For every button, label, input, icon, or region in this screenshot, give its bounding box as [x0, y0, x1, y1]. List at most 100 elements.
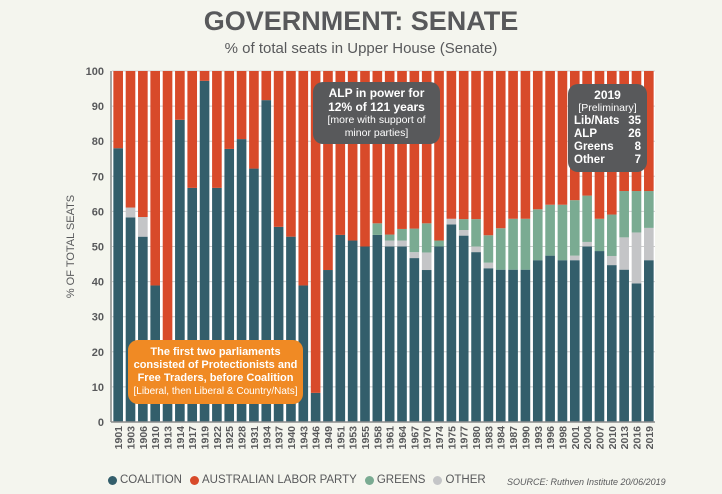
bar-segment-coalition: [298, 285, 309, 422]
x-tick-label: 2001: [570, 426, 582, 450]
bar-segment-coalition: [508, 269, 518, 422]
bar-segment-greens: [495, 228, 506, 270]
x-tick-label: 2007: [594, 426, 606, 450]
x-tick-label: 1975: [446, 426, 458, 450]
bar-segment-coalition: [644, 260, 654, 422]
results-row: Greens 8: [574, 141, 641, 154]
bar-segment-australian-labor-party: [483, 71, 494, 236]
bar-segment-other: [125, 207, 136, 218]
bar-segment-other: [471, 246, 481, 253]
x-tick-label: 1943: [298, 426, 310, 450]
first-parliaments-annotation: The first two parliaments consisted of P…: [128, 340, 303, 404]
x-tick-label: 1910: [150, 426, 162, 450]
bar-segment-other: [409, 252, 420, 259]
x-tick-label: 1937: [274, 426, 286, 450]
bar-segment-australian-labor-party: [434, 71, 444, 241]
bar-segment-greens: [508, 218, 518, 270]
bar-segment-australian-labor-party: [471, 71, 481, 220]
legend-swatch: [108, 475, 117, 485]
bar-segment-australian-labor-party: [199, 71, 210, 81]
bar-segment-other: [619, 237, 629, 270]
legend: COALITION AUSTRALIAN LABOR PARTY GREENS …: [108, 474, 486, 486]
bar-segment-coalition: [286, 236, 296, 422]
bar-segment-australian-labor-party: [261, 71, 272, 101]
legend-swatch: [189, 475, 199, 485]
bar-segment-greens: [582, 195, 592, 242]
bar-segment-greens: [372, 223, 383, 235]
annotation-line: The first two parliaments: [150, 346, 281, 358]
bar-segment-greens: [397, 228, 407, 241]
legend-item-other: OTHER: [433, 474, 486, 486]
bar-segment-coalition: [138, 236, 148, 422]
x-tick-label: 1961: [385, 426, 397, 450]
bar-segment-coalition: [409, 258, 420, 422]
bar-segment-coalition: [557, 260, 568, 422]
bar-segment-australian-labor-party: [236, 71, 247, 140]
bar-segment-greens: [409, 228, 420, 253]
y-axis-label: % OF TOTAL SEATS: [65, 195, 77, 298]
bar-segment-australian-labor-party: [508, 71, 518, 219]
bar-segment-coalition: [619, 269, 629, 422]
bar-segment-australian-labor-party: [298, 71, 309, 286]
annotation-line: Free Traders, before Coalition: [137, 372, 294, 384]
bar-segment-australian-labor-party: [212, 71, 222, 188]
annotation-line: [Liberal, then Liberal & Country/Nats]: [133, 386, 298, 397]
party-label: Lib/Nats: [574, 115, 620, 127]
y-tick-label: 70: [92, 171, 104, 183]
x-tick-label: 1980: [471, 426, 483, 450]
bar-segment-coalition: [273, 226, 284, 422]
x-tick-label: 2016: [631, 426, 643, 450]
x-tick-label: 1917: [187, 426, 199, 450]
bar-segment-greens: [483, 235, 494, 263]
y-tick-label: 40: [92, 277, 104, 289]
bar-segment-greens: [471, 219, 481, 247]
x-tick-label: 1953: [348, 426, 360, 450]
bar-segment-australian-labor-party: [310, 71, 321, 393]
party-label: ALP: [574, 128, 597, 140]
bar-segment-coalition: [113, 148, 123, 422]
bar-segment-australian-labor-party: [384, 71, 395, 235]
annotation-line: minor parties]: [344, 127, 409, 139]
y-tick-label: 20: [92, 347, 104, 359]
bar-segment-coalition: [347, 240, 358, 422]
bar-segment-coalition: [421, 270, 432, 422]
bar-segment-australian-labor-party: [495, 71, 506, 229]
bar-segment-other: [421, 252, 432, 271]
x-tick-label: 2010: [607, 426, 619, 450]
y-tick-label: 80: [92, 136, 104, 148]
seat-count: 8: [634, 141, 641, 153]
bar-segment-greens: [421, 223, 432, 253]
x-tick-label: 1901: [113, 426, 125, 450]
bar-segment-australian-labor-party: [520, 71, 531, 219]
bar-segment-coalition: [323, 270, 333, 422]
bar-segment-other: [569, 255, 580, 261]
x-tick-label: 1974: [434, 426, 446, 450]
source-note: SOURCE: Ruthven Institute 20/06/2019: [507, 477, 666, 487]
bar-segment-greens: [545, 204, 555, 256]
bar-segment-australian-labor-party: [113, 71, 123, 149]
alp-in-power-annotation: ALP in power for 12% of 121 years [more …: [313, 82, 440, 144]
annotation-line: 12% of 121 years: [328, 100, 425, 114]
annotation-line: ALP in power for: [328, 86, 425, 100]
bar-segment-coalition: [249, 168, 259, 422]
bar-segment-australian-labor-party: [446, 71, 457, 219]
bar-segment-other: [606, 255, 617, 266]
x-tick-label: 1919: [200, 426, 212, 450]
annotation-title: 2019: [594, 88, 621, 102]
bar-segment-coalition: [495, 269, 506, 422]
bar-segment-other: [631, 232, 642, 284]
bar-segment-greens: [384, 234, 395, 241]
x-tick-label: 1964: [397, 426, 409, 450]
bar-segment-coalition: [631, 283, 642, 422]
bar-segment-coalition: [471, 252, 481, 422]
legend-swatch: [364, 475, 374, 485]
x-tick-label: 1987: [508, 426, 520, 450]
results-row: Lib/Nats 35: [574, 115, 641, 128]
y-tick-label: 0: [98, 417, 104, 429]
bar-segment-australian-labor-party: [125, 71, 136, 208]
bar-segment-coalition: [582, 246, 592, 422]
bar-segment-coalition: [224, 148, 235, 422]
bar-segment-coalition: [434, 246, 444, 422]
bar-segment-australian-labor-party: [150, 71, 161, 286]
bar-segment-greens: [619, 191, 629, 238]
